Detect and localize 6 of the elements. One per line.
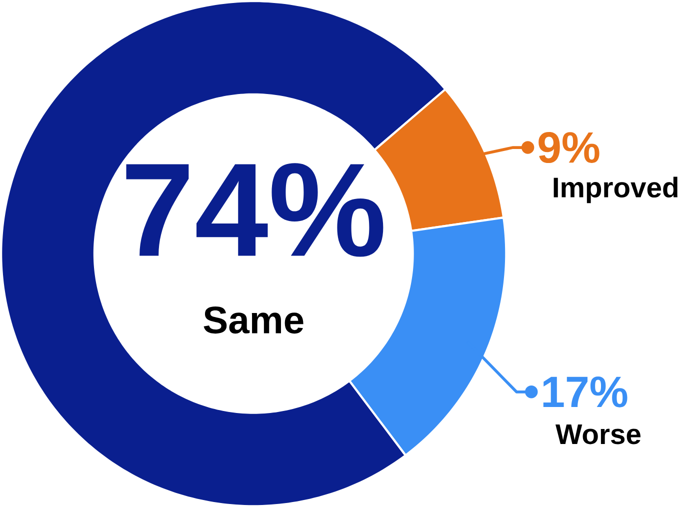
data-label: 9% bbox=[538, 132, 600, 163]
data-label: 74% bbox=[126, 163, 384, 257]
slice-label: Same bbox=[204, 306, 304, 334]
legend-label: Worse bbox=[556, 424, 640, 444]
data-label: 17% bbox=[543, 376, 628, 408]
legend-label: Improved bbox=[554, 176, 678, 204]
